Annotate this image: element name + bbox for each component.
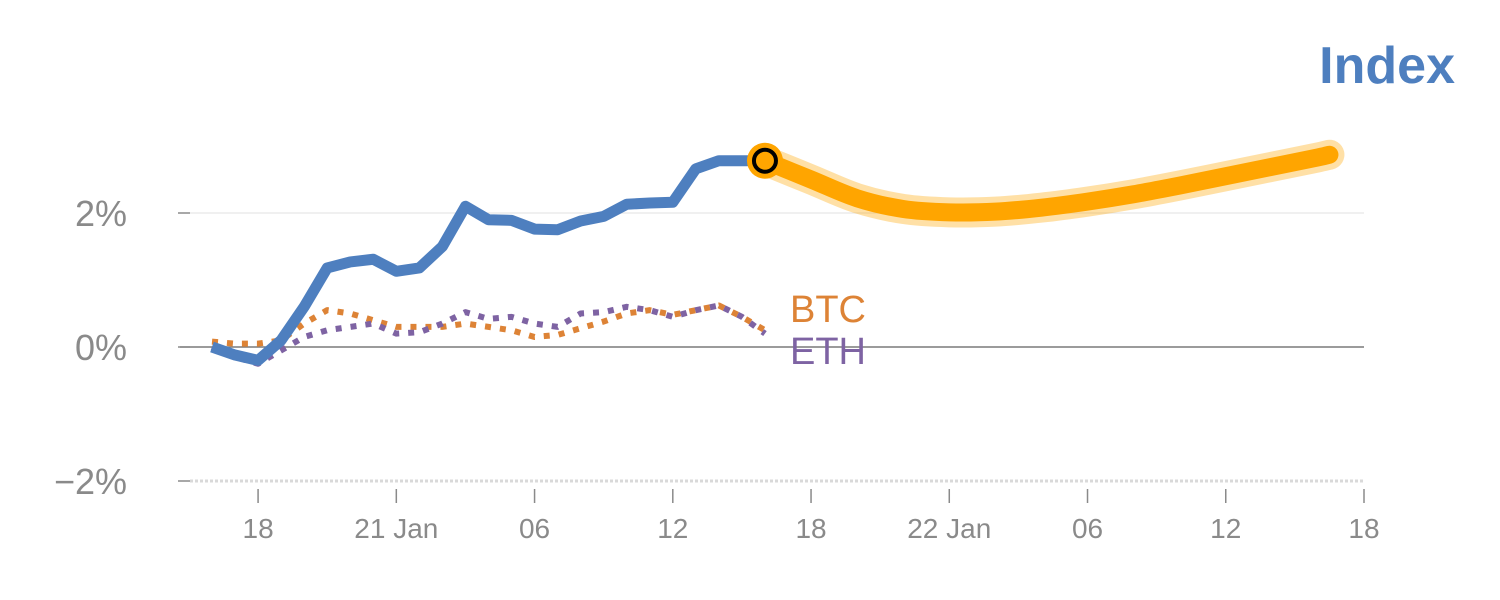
x-tick-label-5: 22 Jan [907, 513, 991, 544]
x-tick-label-3: 12 [657, 513, 688, 544]
x-tick-label-0: 18 [243, 513, 274, 544]
series-line-btc [211, 302, 767, 347]
grid-layer [180, 212, 1364, 483]
series-layer [210, 139, 1345, 367]
series-line-index [210, 155, 765, 366]
y-tick-label-1: 0% [75, 327, 127, 368]
series-line-forecast [755, 145, 1339, 222]
label-layer: 2% 0% −2% 18 21 Jan 06 12 18 22 Jan 06 12 18 [54, 193, 1380, 544]
x-tick-label-7: 12 [1210, 513, 1241, 544]
chart-title: Index [1319, 37, 1455, 95]
y-tick-label-0: 2% [75, 193, 127, 234]
x-tick-label-4: 18 [795, 513, 826, 544]
forecast-start-marker [751, 147, 778, 174]
series-label-btc: BTC [790, 289, 866, 331]
x-tick-label-8: 18 [1348, 513, 1379, 544]
x-tick-label-2: 06 [519, 513, 550, 544]
series-label-eth: ETH [790, 331, 866, 373]
y-tick-label-2: −2% [54, 461, 127, 502]
axis-layer [178, 212, 1365, 503]
x-tick-label-6: 06 [1072, 513, 1103, 544]
x-tick-label-1: 21 Jan [354, 513, 438, 544]
